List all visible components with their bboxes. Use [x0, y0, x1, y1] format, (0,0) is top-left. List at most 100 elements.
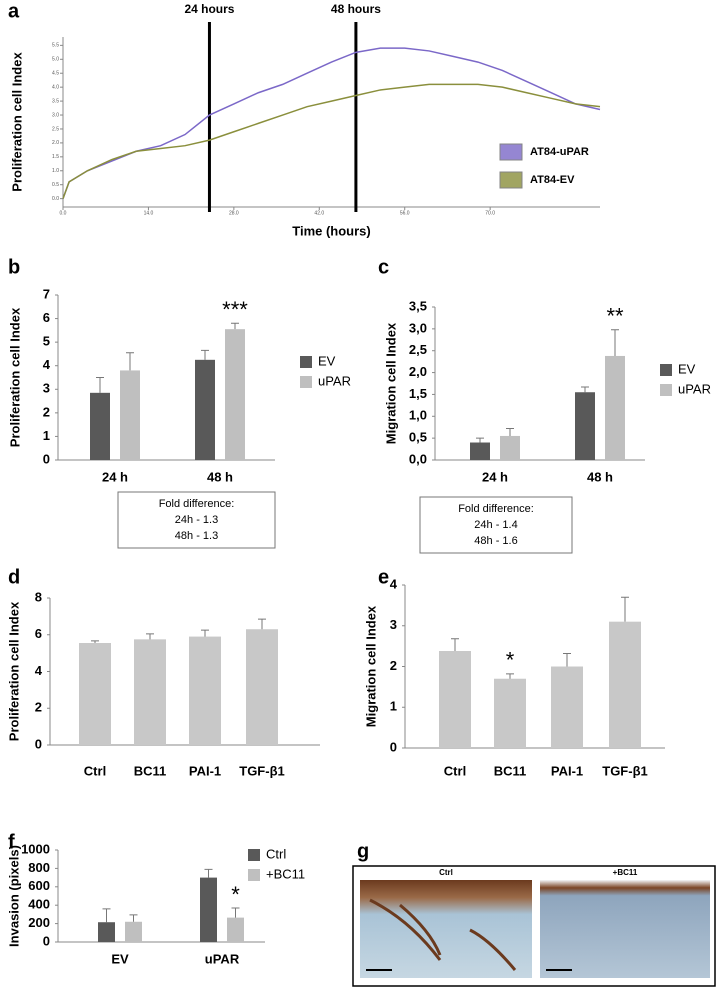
x-tick-label: 14.0 — [144, 210, 154, 216]
y-tick-label: 0,5 — [409, 430, 427, 445]
bar — [605, 355, 625, 460]
legend-swatch — [660, 384, 672, 396]
y-tick-label: 2.0 — [52, 140, 59, 146]
error-bar — [506, 428, 514, 436]
bar — [246, 629, 278, 745]
x-tick-label: uPAR — [205, 951, 240, 966]
y-tick-label: 8 — [35, 589, 42, 604]
panel-label: b — [8, 256, 20, 278]
error-bar — [102, 908, 111, 923]
x-tick-label: 70.0 — [485, 210, 495, 216]
legend-label: EV — [678, 361, 696, 376]
y-tick-label: 1 — [43, 428, 50, 443]
y-axis-label: Proliferation cell Index — [7, 307, 22, 447]
x-tick-label: PAI-1 — [189, 763, 221, 778]
y-tick-label: 1000 — [21, 841, 50, 856]
legend-swatch — [499, 143, 523, 161]
panel-label: a — [8, 0, 20, 22]
y-tick-label: 2 — [390, 658, 397, 673]
x-tick-label: 0.0 — [60, 210, 67, 216]
y-tick-label: 5 — [43, 334, 50, 349]
stain — [369, 898, 517, 971]
bar — [134, 639, 166, 745]
y-tick-label: 1 — [390, 699, 397, 714]
y-tick-label: 1.5 — [52, 154, 59, 160]
y-tick-label: 0,0 — [409, 451, 427, 466]
x-tick-label: BC11 — [134, 763, 167, 778]
bar — [90, 392, 110, 460]
y-axis-label: Proliferation cell Index — [6, 601, 21, 741]
error-bar — [204, 868, 213, 878]
legend-swatch — [660, 364, 672, 376]
y-tick-label: 0 — [43, 451, 50, 466]
y-tick-label: 2,0 — [409, 364, 427, 379]
error-bar — [506, 673, 514, 679]
y-axis-label: Invasion (pixels) — [6, 845, 21, 947]
bar — [189, 636, 221, 745]
y-axis-label: Migration cell Index — [383, 322, 398, 444]
micrograph — [540, 880, 710, 978]
bar — [98, 922, 115, 942]
y-tick-label: 1,5 — [409, 386, 427, 401]
error-bar — [231, 322, 239, 330]
bar — [195, 359, 215, 460]
y-tick-label: 2 — [43, 404, 50, 419]
note-text: 48h - 1.6 — [474, 535, 517, 547]
x-axis-label: Time (hours) — [292, 223, 371, 238]
y-tick-label: 4 — [390, 576, 398, 591]
y-tick-label: 5.5 — [52, 43, 59, 49]
error-bar — [451, 638, 459, 652]
micrograph — [360, 880, 532, 978]
error-bar — [126, 352, 134, 371]
note-box — [117, 491, 276, 549]
y-tick-label: 4.5 — [52, 71, 59, 77]
y-tick-label: 0 — [35, 736, 42, 751]
panel-label: e — [378, 566, 389, 588]
annotation-label: 24 hours — [184, 2, 234, 16]
bar — [439, 651, 471, 748]
x-tick-label: 48 h — [207, 469, 233, 484]
y-tick-label: 7 — [43, 286, 50, 301]
error-bar — [476, 437, 484, 443]
note-text: 48h - 1.3 — [175, 530, 218, 542]
significance: * — [231, 882, 240, 907]
bar — [470, 442, 490, 460]
panel-label: f — [8, 831, 15, 853]
error-bar — [129, 914, 138, 922]
x-tick-label: Ctrl — [84, 763, 106, 778]
panel-label: g — [357, 840, 369, 862]
bar — [120, 370, 140, 460]
error-bar — [581, 386, 589, 393]
panel-label: c — [378, 256, 389, 278]
line — [62, 83, 601, 199]
y-tick-label: 1.0 — [52, 168, 59, 174]
bar — [500, 435, 520, 460]
y-tick-label: 1,0 — [409, 408, 427, 423]
bar — [227, 917, 244, 942]
bar — [200, 877, 217, 942]
y-tick-label: 0.0 — [52, 196, 59, 202]
panel-g: g Ctrl +BC11 — [352, 840, 716, 987]
x-tick-label: EV — [111, 951, 129, 966]
x-tick-label: Ctrl — [444, 763, 466, 778]
legend-swatch — [300, 356, 312, 368]
error-bar — [611, 329, 619, 356]
y-tick-label: 2 — [35, 700, 42, 715]
y-tick-label: 600 — [28, 878, 50, 893]
y-tick-label: 6 — [43, 310, 50, 325]
y-tick-label: 2,5 — [409, 342, 427, 357]
y-tick-label: 3 — [390, 617, 397, 632]
y-tick-label: 0 — [43, 933, 50, 948]
x-tick-label: 28.0 — [229, 210, 239, 216]
y-tick-label: 3,0 — [409, 320, 427, 335]
significance: ** — [606, 304, 624, 329]
bar — [79, 643, 111, 745]
error-bar — [621, 596, 629, 622]
legend-label: uPAR — [678, 381, 711, 396]
y-tick-label: 5.0 — [52, 57, 59, 63]
error-bar — [201, 349, 209, 360]
note-box — [419, 496, 573, 554]
bar — [609, 621, 641, 748]
x-tick-label: 24 h — [102, 469, 128, 484]
